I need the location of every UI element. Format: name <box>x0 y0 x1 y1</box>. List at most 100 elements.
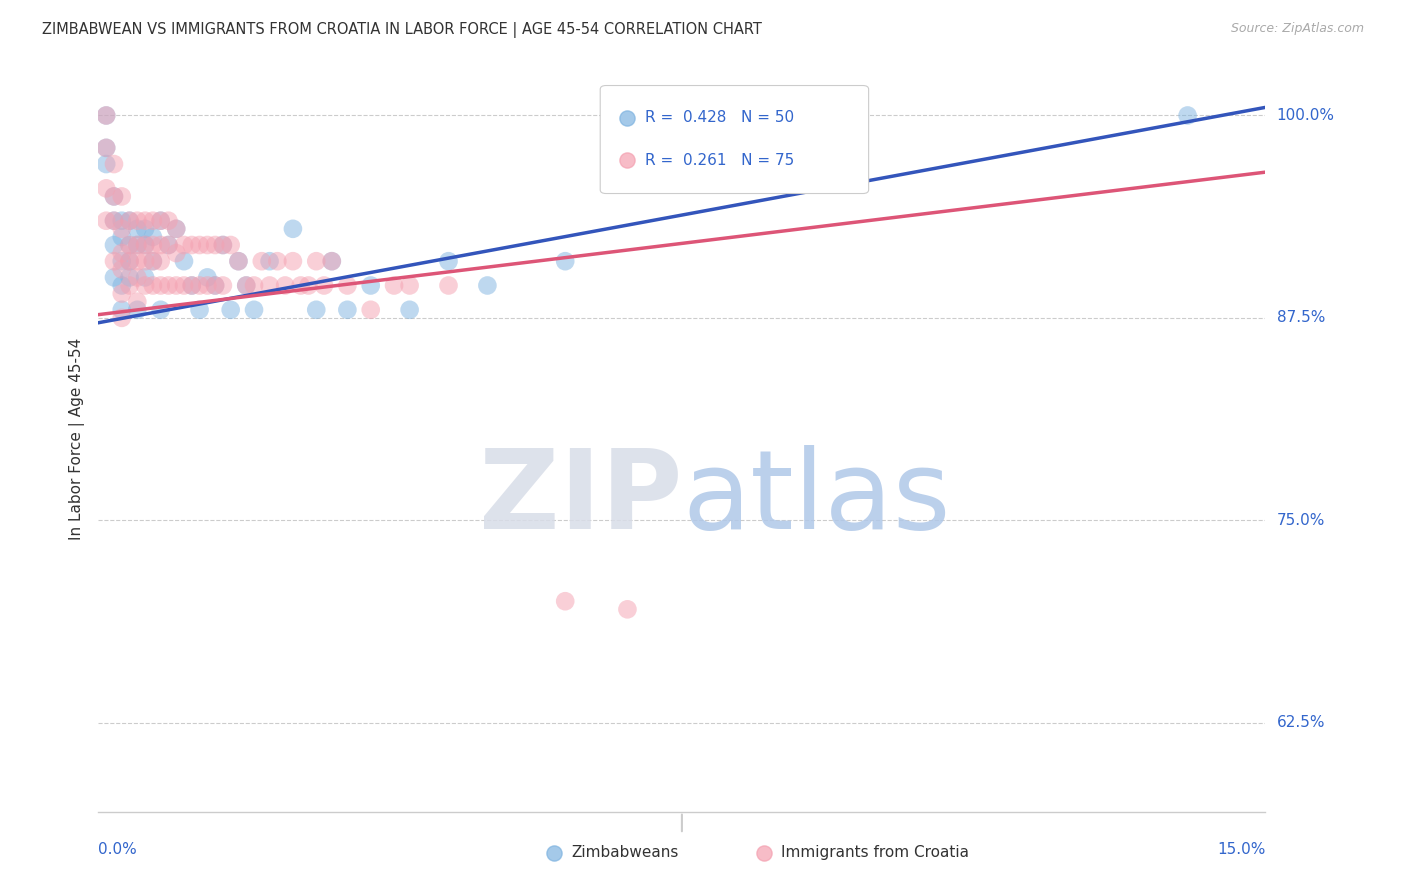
Point <box>111 213 134 227</box>
Point <box>111 246 134 260</box>
Point <box>149 213 172 227</box>
Point <box>259 254 281 268</box>
Text: R =  0.261   N = 75: R = 0.261 N = 75 <box>644 153 794 168</box>
Point <box>103 254 125 268</box>
Point <box>398 278 420 293</box>
Point <box>180 278 202 293</box>
Point <box>180 278 202 293</box>
Text: ZIMBABWEAN VS IMMIGRANTS FROM CROATIA IN LABOR FORCE | AGE 45-54 CORRELATION CHA: ZIMBABWEAN VS IMMIGRANTS FROM CROATIA IN… <box>42 22 762 38</box>
Point <box>127 294 149 309</box>
Point <box>165 222 187 236</box>
Point <box>212 238 235 252</box>
Point <box>111 230 134 244</box>
Point <box>616 602 638 616</box>
Point <box>103 189 125 203</box>
Point <box>149 213 172 227</box>
Point <box>127 222 149 236</box>
Point <box>195 270 218 285</box>
Point <box>111 278 134 293</box>
Point <box>127 238 149 252</box>
Point <box>235 278 257 293</box>
Point <box>96 181 118 195</box>
Point <box>180 238 202 252</box>
Point <box>127 213 149 227</box>
Point <box>111 262 134 277</box>
Point <box>1177 108 1199 122</box>
Point <box>477 278 499 293</box>
Point <box>149 254 172 268</box>
Point <box>118 238 141 252</box>
Point <box>127 270 149 285</box>
Point <box>134 278 156 293</box>
Point <box>235 278 257 293</box>
Point <box>398 302 420 317</box>
Point <box>149 278 172 293</box>
Point <box>212 278 235 293</box>
Point <box>103 213 125 227</box>
Point <box>111 310 134 325</box>
Point <box>219 302 242 317</box>
Point <box>336 278 359 293</box>
Point <box>360 302 382 317</box>
Point <box>195 238 218 252</box>
Point <box>118 254 141 268</box>
Point <box>157 238 180 252</box>
Point <box>149 302 172 317</box>
Point <box>305 302 328 317</box>
Point <box>243 278 266 293</box>
Point <box>142 278 165 293</box>
Point <box>118 238 141 252</box>
Point <box>142 230 165 244</box>
Point <box>103 213 125 227</box>
Point <box>111 286 134 301</box>
Point <box>336 302 359 317</box>
Point <box>118 254 141 268</box>
Text: 15.0%: 15.0% <box>1218 842 1265 857</box>
Point <box>127 302 149 317</box>
Point <box>228 254 250 268</box>
Text: Source: ZipAtlas.com: Source: ZipAtlas.com <box>1230 22 1364 36</box>
Text: 62.5%: 62.5% <box>1277 715 1324 731</box>
Point <box>157 213 180 227</box>
Point <box>382 278 405 293</box>
Point <box>157 238 180 252</box>
Point <box>134 270 156 285</box>
Point <box>118 213 141 227</box>
Point <box>297 278 319 293</box>
Text: 75.0%: 75.0% <box>1277 513 1324 528</box>
Point <box>142 254 165 268</box>
Text: ZIP: ZIP <box>478 445 682 552</box>
Point <box>321 254 343 268</box>
Point <box>118 270 141 285</box>
Point <box>142 254 165 268</box>
Point <box>195 278 218 293</box>
Point <box>259 278 281 293</box>
Point <box>554 254 576 268</box>
Point <box>173 278 195 293</box>
Point <box>142 238 165 252</box>
Point <box>96 108 118 122</box>
Point <box>212 238 235 252</box>
Point <box>250 254 273 268</box>
Point <box>134 213 156 227</box>
Point <box>305 254 328 268</box>
Point <box>290 278 312 293</box>
Point <box>96 141 118 155</box>
Point <box>134 254 156 268</box>
Point <box>103 157 125 171</box>
Point <box>111 189 134 203</box>
Point <box>281 254 304 268</box>
Point <box>173 254 195 268</box>
Point <box>111 302 134 317</box>
Point <box>96 108 118 122</box>
Point <box>103 189 125 203</box>
Point <box>111 222 134 236</box>
Point <box>165 278 187 293</box>
Point <box>149 238 172 252</box>
Point <box>96 213 118 227</box>
Text: 100.0%: 100.0% <box>1277 108 1334 123</box>
Point <box>204 238 226 252</box>
Point <box>96 157 118 171</box>
FancyBboxPatch shape <box>600 86 869 194</box>
Point <box>204 278 226 293</box>
